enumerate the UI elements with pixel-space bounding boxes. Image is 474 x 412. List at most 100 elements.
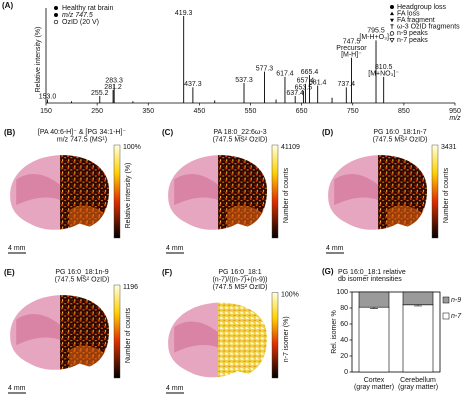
y-tick-label: 20 xyxy=(340,353,348,360)
panel-title: (747.5 MS² OzID) xyxy=(213,136,268,143)
x-axis-label: m/z xyxy=(449,115,461,122)
peak-note: [M+NO₃]⁻ xyxy=(368,71,399,78)
legend-label: Headgroup loss xyxy=(397,4,447,11)
legend-swatch xyxy=(442,296,450,304)
panel-letter: (D) xyxy=(322,128,333,137)
bar-segment xyxy=(358,291,390,308)
peak-label: 577.3 xyxy=(256,66,274,73)
tissue-image xyxy=(164,297,271,389)
colorbar xyxy=(431,144,439,239)
peak-marker xyxy=(389,38,395,43)
peak-label: 810.5 xyxy=(375,64,393,71)
peak-label: 795.5 xyxy=(367,28,385,35)
x-tick-label: 750 xyxy=(347,108,359,115)
bar-segment xyxy=(402,291,434,306)
scale-label: 4 mm xyxy=(166,245,184,252)
colorbar-max: 1196 xyxy=(123,284,138,291)
panel-letter: (E) xyxy=(4,268,15,277)
x-tick-label: 350 xyxy=(142,108,154,115)
y-axis-label: Rel. isomer % xyxy=(331,310,338,354)
brain-section xyxy=(6,289,113,381)
legend-label: FA fragment xyxy=(397,17,435,24)
colorbar-max: 3431 xyxy=(441,144,457,151)
panel-letter: (F) xyxy=(162,268,173,277)
panel-title: (747.5 MS² OzID) xyxy=(55,276,110,283)
x-tick-label: 250 xyxy=(91,108,103,115)
peak-label: 437.3 xyxy=(184,81,202,88)
colorbar xyxy=(271,144,279,239)
colorbar xyxy=(271,292,279,379)
chart-title: db isomer intensities xyxy=(338,276,402,283)
panel-letter: (A) xyxy=(2,1,13,10)
panel-title: [PA 40:6-H]⁻ & [PG 34:1-H]⁻ xyxy=(38,129,126,136)
peak-label: 153.0 xyxy=(39,93,57,100)
legend-label: n-7 xyxy=(451,313,462,320)
peak-label: 747.5 xyxy=(343,39,361,46)
peak-marker xyxy=(390,18,394,23)
peak-marker xyxy=(54,6,58,10)
peak-label: 681.4 xyxy=(309,79,327,86)
panel-title: PG 16:0_18:1 xyxy=(218,269,261,276)
bar-segment xyxy=(358,306,390,373)
y-tick-label: 40 xyxy=(340,337,348,344)
x-tick-label: 150 xyxy=(40,108,52,115)
bar-segment xyxy=(402,304,434,373)
x-tick-note: (gray matter) xyxy=(398,384,438,391)
panel-title: PG 16:0_18:1n-7 xyxy=(373,129,426,136)
panel-letter: (G) xyxy=(322,267,334,276)
legend-label: FA loss xyxy=(397,10,420,17)
annotation: OzID (20 V) xyxy=(62,19,99,26)
x-tick-label: 550 xyxy=(245,108,257,115)
brain-section xyxy=(164,149,271,241)
peak-marker xyxy=(54,13,58,17)
colorbar-label: Number of counts xyxy=(283,167,290,223)
x-tick-label: 650 xyxy=(296,108,308,115)
peak-marker xyxy=(390,11,394,16)
scale-label: 4 mm xyxy=(326,245,344,252)
colorbar-label: n-7 isomer (%) xyxy=(283,316,290,362)
peak-label: 283.3 xyxy=(105,78,123,85)
y-tick-label: 80 xyxy=(340,305,348,312)
scale-label: 4 mm xyxy=(8,385,26,392)
panel-letter: (C) xyxy=(162,128,173,137)
colorbar xyxy=(113,144,121,239)
peak-label: 419.3 xyxy=(175,10,193,17)
legend-label: n-9 peaks xyxy=(397,30,428,37)
x-tick-note: (gray matter) xyxy=(354,384,394,391)
y-tick-label: 60 xyxy=(340,321,348,328)
x-tick-label: 950 xyxy=(449,108,461,115)
brain-section xyxy=(164,297,271,389)
peak-label: 737.4 xyxy=(338,81,356,88)
tissue-image xyxy=(6,149,113,241)
panel-title: PA 18:0_22:6ω-3 xyxy=(213,129,266,136)
panel-title: (n-7)/((n-7)+(n-9)) xyxy=(212,276,267,283)
brain-section xyxy=(6,149,113,241)
peak-label: 537.3 xyxy=(235,77,253,84)
peak-marker xyxy=(390,5,394,9)
peak-label: 255.2 xyxy=(91,90,109,97)
tissue-image xyxy=(6,289,113,381)
colorbar-label: Number of counts xyxy=(443,167,450,223)
y-tick-label: 0 xyxy=(344,369,348,376)
colorbar-max: 100% xyxy=(281,291,299,298)
x-tick-label: Cerebellum xyxy=(400,377,436,384)
peak-label: 665.4 xyxy=(301,69,319,76)
peak-label: 617.4 xyxy=(276,71,294,78)
colorbar-max: 41109 xyxy=(281,144,300,151)
annotation: m/z 747.5 xyxy=(62,12,93,19)
peak-marker xyxy=(53,19,59,25)
colorbar-label: Number of counts xyxy=(125,307,132,363)
scale-label: 4 mm xyxy=(8,245,26,252)
legend-swatch xyxy=(442,312,450,320)
x-tick-label: Cortex xyxy=(364,377,385,384)
y-axis-label: Relative intensity (%) xyxy=(35,27,42,93)
scale-label: 4 mm xyxy=(166,385,184,392)
panel-letter: (B) xyxy=(4,128,15,137)
legend-label: ω-3 OzID fragments xyxy=(397,24,460,31)
peak-label: 281.2 xyxy=(104,84,122,91)
y-tick-label: 100 xyxy=(336,289,348,296)
peak-note: [M-H+O₃]⁻ xyxy=(359,34,392,41)
panel-title: PG 16:0_18:1n-9 xyxy=(55,269,108,276)
legend-label: n-7 peaks xyxy=(397,37,428,44)
